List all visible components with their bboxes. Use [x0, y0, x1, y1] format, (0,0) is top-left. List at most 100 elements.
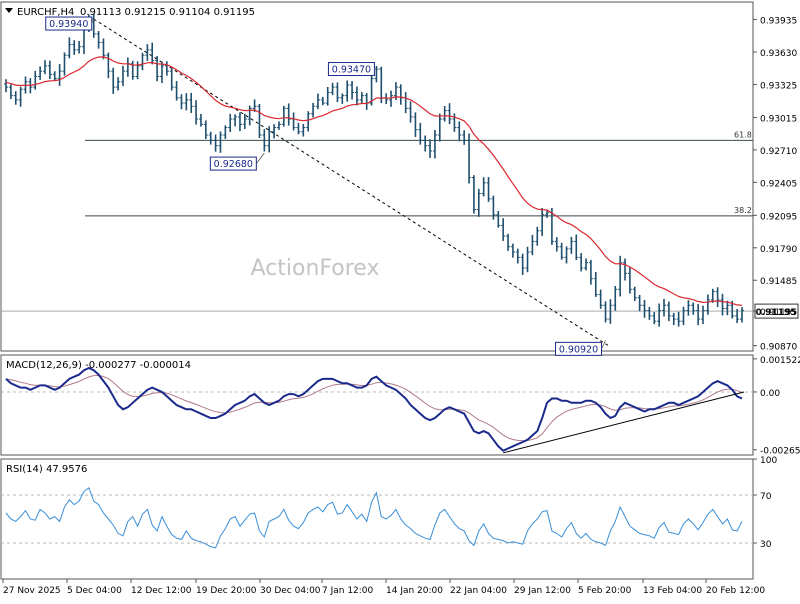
candle: [194, 100, 199, 125]
macd-ytick-label: 0.00: [760, 389, 780, 399]
candle: [428, 139, 433, 158]
last-price-tag-label: 0.91195: [756, 308, 797, 318]
candle: [111, 67, 116, 94]
candle: [735, 309, 740, 324]
candle: [457, 121, 462, 142]
x-tick-label: 13 Feb 04:00: [643, 586, 702, 596]
candle: [501, 218, 506, 241]
candle: [228, 113, 233, 133]
watermark: ActionForex: [251, 256, 380, 281]
x-tick-label: 5 Dec 04:00: [67, 586, 122, 596]
candle: [145, 44, 150, 61]
candle: [647, 306, 652, 320]
price-ytick-label: 0.91485: [760, 277, 797, 287]
price-ytick-label: 0.93015: [760, 114, 797, 124]
candle: [740, 307, 744, 323]
candle: [101, 38, 106, 60]
candle: [486, 177, 491, 202]
candle: [657, 303, 662, 327]
candle: [4, 79, 8, 93]
candle: [437, 113, 442, 142]
header-triangle-icon: [5, 8, 13, 13]
candle: [311, 102, 316, 118]
candle: [584, 258, 589, 271]
candle: [208, 131, 213, 145]
price-ytick-label: 0.92710: [760, 147, 797, 157]
candle: [569, 236, 574, 254]
candle: [598, 289, 603, 309]
candle: [447, 103, 452, 125]
candle: [574, 234, 579, 261]
candle: [686, 300, 691, 316]
candle: [462, 130, 467, 145]
candle: [418, 122, 423, 145]
candle: [608, 299, 613, 324]
candle: [676, 311, 681, 327]
candle: [13, 91, 18, 105]
candle: [506, 233, 511, 251]
candle: [593, 271, 598, 297]
price-annotation: 0.90920: [555, 340, 606, 356]
candle: [696, 304, 701, 326]
candle: [130, 60, 135, 80]
candle: [701, 305, 706, 325]
candle: [140, 52, 145, 71]
chart-header: EURCHF,H4 0.91113 0.91215 0.91104 0.9119…: [5, 7, 255, 18]
candle: [637, 294, 642, 312]
rsi-ytick-label: 30: [760, 540, 772, 550]
price-ytick-label: 0.91195: [760, 308, 797, 318]
candle: [330, 82, 335, 96]
candle: [423, 135, 428, 152]
candle: [276, 121, 281, 130]
candle: [632, 286, 637, 302]
price-ytick-label: 0.90870: [760, 343, 797, 353]
candle: [272, 124, 277, 139]
rsi-label: RSI(14) 47.9576: [6, 464, 87, 475]
candle: [18, 86, 23, 107]
price-annotation-label: 0.93940: [49, 19, 88, 30]
price-annotation: 0.92680: [209, 152, 265, 171]
rsi-ytick-label: 100: [760, 456, 777, 466]
candle: [476, 188, 481, 217]
candle: [340, 93, 345, 104]
candle: [306, 111, 311, 132]
candle: [359, 92, 364, 104]
x-tick-label: 7 Jan 12:00: [322, 586, 374, 596]
candle: [47, 60, 52, 80]
candle: [72, 40, 77, 55]
candle: [705, 294, 710, 315]
candle: [603, 301, 608, 323]
candle: [496, 211, 501, 228]
macd-ytick-label: 0.001522: [760, 356, 800, 366]
price-ytick-label: 0.93325: [760, 81, 797, 91]
rsi-layer: [1, 487, 753, 549]
candle: [77, 40, 82, 54]
candle: [301, 123, 306, 137]
x-tick-label: 27 Nov 2025: [3, 586, 61, 596]
candle: [481, 177, 486, 197]
candle: [491, 195, 496, 220]
candle: [467, 133, 472, 184]
candle: [515, 248, 520, 264]
candle: [164, 61, 169, 76]
price-ytick-label: 0.93630: [760, 49, 797, 59]
x-tick-label: 30 Dec 04:00: [260, 586, 321, 596]
price-ytick-label: 0.92095: [760, 212, 797, 222]
candle: [662, 298, 667, 317]
candle: [715, 287, 720, 307]
candle: [554, 237, 559, 252]
candle: [350, 81, 355, 100]
price-annotation-label: 0.93470: [332, 65, 371, 76]
price-annotation: 0.93470: [327, 62, 377, 77]
x-tick-label: 20 Feb 12:00: [706, 586, 765, 596]
candle: [179, 94, 184, 110]
candle: [233, 114, 238, 127]
candle: [345, 80, 350, 102]
macd-line: [5, 366, 743, 452]
candle: [535, 226, 540, 246]
candle: [8, 84, 13, 100]
x-tick-label: 19 Dec 20:00: [196, 586, 257, 596]
candle: [135, 61, 140, 80]
candle: [618, 255, 623, 297]
